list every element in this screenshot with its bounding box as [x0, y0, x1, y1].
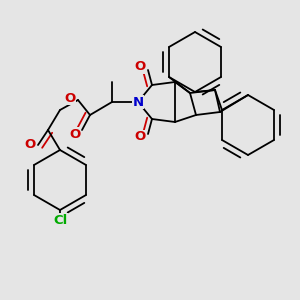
Text: O: O	[69, 128, 81, 140]
Text: O: O	[134, 61, 146, 74]
Text: N: N	[132, 95, 144, 109]
Text: O: O	[24, 139, 36, 152]
Text: O: O	[64, 92, 76, 104]
Text: O: O	[134, 130, 146, 143]
Text: Cl: Cl	[53, 214, 67, 226]
